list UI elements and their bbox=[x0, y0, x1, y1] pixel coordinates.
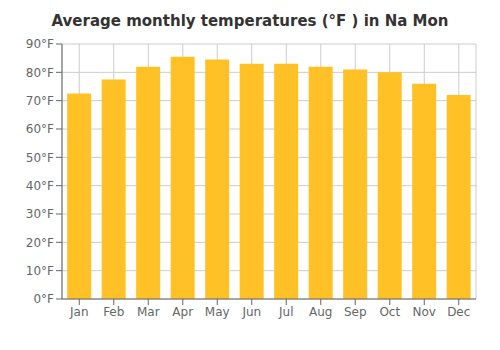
svg-text:20°F: 20°F bbox=[26, 236, 54, 250]
svg-text:90°F: 90°F bbox=[26, 37, 54, 51]
svg-text:Feb: Feb bbox=[103, 305, 124, 319]
svg-text:50°F: 50°F bbox=[26, 151, 54, 165]
html-text:Average monthly temperatures (: Average monthly temperatures (°F ) in Na… bbox=[51, 12, 449, 30]
svg-text:70°F: 70°F bbox=[26, 94, 54, 108]
svg-text:80°F: 80°F bbox=[26, 66, 54, 80]
svg-text:Aug: Aug bbox=[309, 305, 332, 319]
svg-text:Sep: Sep bbox=[344, 305, 367, 319]
svg-text:Dec: Dec bbox=[447, 305, 470, 319]
svg-text:40°F: 40°F bbox=[26, 179, 54, 193]
svg-text:Jul: Jul bbox=[278, 305, 293, 319]
svg-text:Jun: Jun bbox=[241, 305, 261, 319]
svg-text:10°F: 10°F bbox=[26, 264, 54, 278]
svg-text:60°F: 60°F bbox=[26, 122, 54, 136]
svg-text:Nov: Nov bbox=[413, 305, 436, 319]
svg-text:Mar: Mar bbox=[137, 305, 160, 319]
svg-text:Apr: Apr bbox=[172, 305, 193, 319]
svg-text:May: May bbox=[205, 305, 230, 319]
svg-text:30°F: 30°F bbox=[26, 207, 54, 221]
svg-text:0°F: 0°F bbox=[33, 292, 54, 306]
svg-text:Oct: Oct bbox=[379, 305, 400, 319]
svg-text:Jan: Jan bbox=[69, 305, 89, 319]
